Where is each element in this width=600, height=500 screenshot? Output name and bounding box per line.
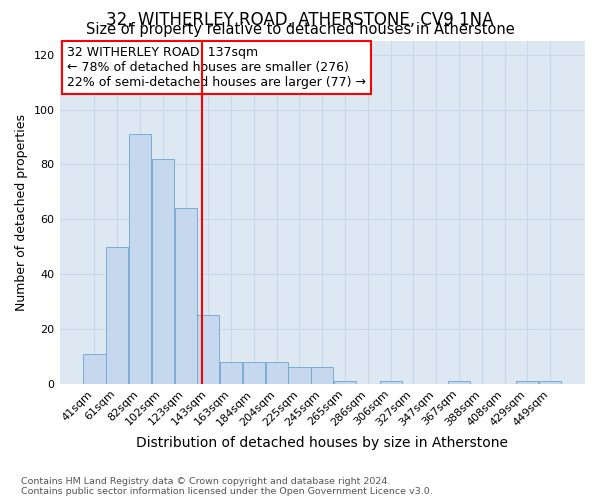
Bar <box>106 246 128 384</box>
Text: 32 WITHERLEY ROAD: 137sqm
← 78% of detached houses are smaller (276)
22% of semi: 32 WITHERLEY ROAD: 137sqm ← 78% of detac… <box>67 46 367 89</box>
Bar <box>243 362 265 384</box>
X-axis label: Distribution of detached houses by size in Atherstone: Distribution of detached houses by size … <box>136 436 508 450</box>
Text: Size of property relative to detached houses in Atherstone: Size of property relative to detached ho… <box>86 22 514 37</box>
Bar <box>197 316 220 384</box>
Bar <box>175 208 197 384</box>
Bar <box>334 381 356 384</box>
Bar <box>516 381 538 384</box>
Bar <box>266 362 288 384</box>
Bar <box>311 368 334 384</box>
Bar <box>129 134 151 384</box>
Bar <box>152 159 174 384</box>
Bar <box>380 381 401 384</box>
Bar <box>539 381 561 384</box>
Bar <box>220 362 242 384</box>
Bar <box>83 354 106 384</box>
Text: Contains HM Land Registry data © Crown copyright and database right 2024.
Contai: Contains HM Land Registry data © Crown c… <box>21 476 433 496</box>
Bar <box>289 368 311 384</box>
Bar <box>448 381 470 384</box>
Text: 32, WITHERLEY ROAD, ATHERSTONE, CV9 1NA: 32, WITHERLEY ROAD, ATHERSTONE, CV9 1NA <box>106 11 494 29</box>
Y-axis label: Number of detached properties: Number of detached properties <box>15 114 28 311</box>
